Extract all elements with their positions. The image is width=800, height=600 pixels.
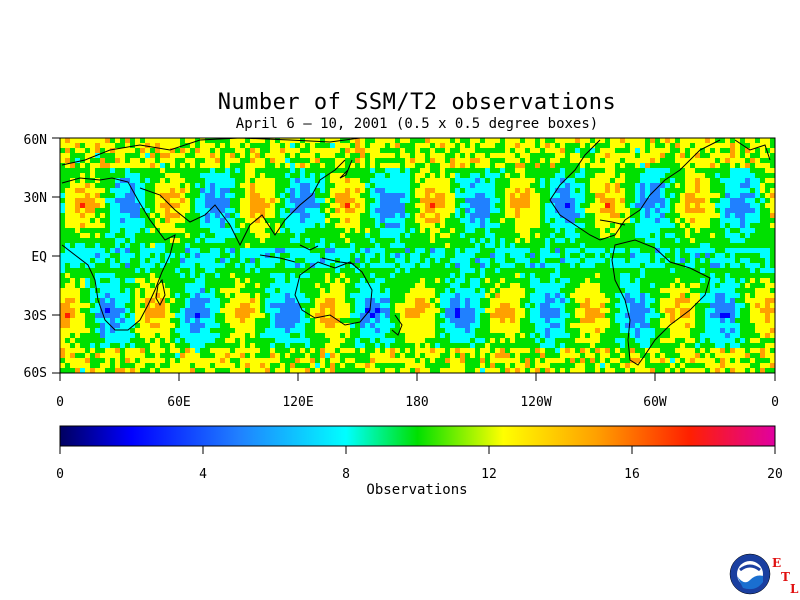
lat-tick-label: EQ	[31, 250, 47, 265]
lon-tick-label: 180	[405, 395, 428, 410]
lat-tick-label: 30N	[24, 191, 47, 206]
colorbar-tick-label: 0	[56, 467, 64, 482]
colorbar-axis: 0 4 8 12 16 20	[56, 446, 783, 482]
etl-letter: E	[772, 556, 782, 570]
lon-tick-label: 120W	[520, 395, 551, 410]
coastlines	[61, 137, 771, 366]
lon-tick-label: 0	[771, 395, 779, 410]
colorbar	[59, 425, 776, 447]
lat-tick-label: 60S	[24, 366, 47, 381]
lon-tick-label: 120E	[282, 395, 313, 410]
lat-axis: 60N 30N EQ 30S 60S	[24, 133, 60, 381]
lon-tick-label: 60E	[167, 395, 190, 410]
colorbar-tick-label: 8	[342, 467, 350, 482]
lon-axis: 0 60E 120E 180 120W 60W 0	[56, 373, 779, 410]
colorbar-tick-label: 12	[481, 467, 497, 482]
colorbar-tick-label: 4	[199, 467, 207, 482]
lat-tick-label: 30S	[24, 309, 47, 324]
etl-letter: L	[790, 582, 799, 596]
lat-tick-label: 60N	[24, 133, 47, 148]
lon-tick-label: 60W	[643, 395, 667, 410]
colorbar-tick-label: 16	[624, 467, 640, 482]
etl-letter: T	[781, 570, 790, 584]
colorbar-label: Observations	[366, 482, 468, 498]
colorbar-tick-label: 20	[767, 467, 783, 482]
noaa-logo-icon	[729, 553, 771, 595]
map-title: Number of SSM/T2 observations	[217, 90, 617, 115]
map-subtitle: April 6 – 10, 2001 (0.5 x 0.5 degree box…	[235, 116, 599, 132]
observation-field	[60, 138, 775, 373]
lon-tick-label: 0	[56, 395, 64, 410]
noaa-etl-logo: E T L	[726, 548, 800, 600]
